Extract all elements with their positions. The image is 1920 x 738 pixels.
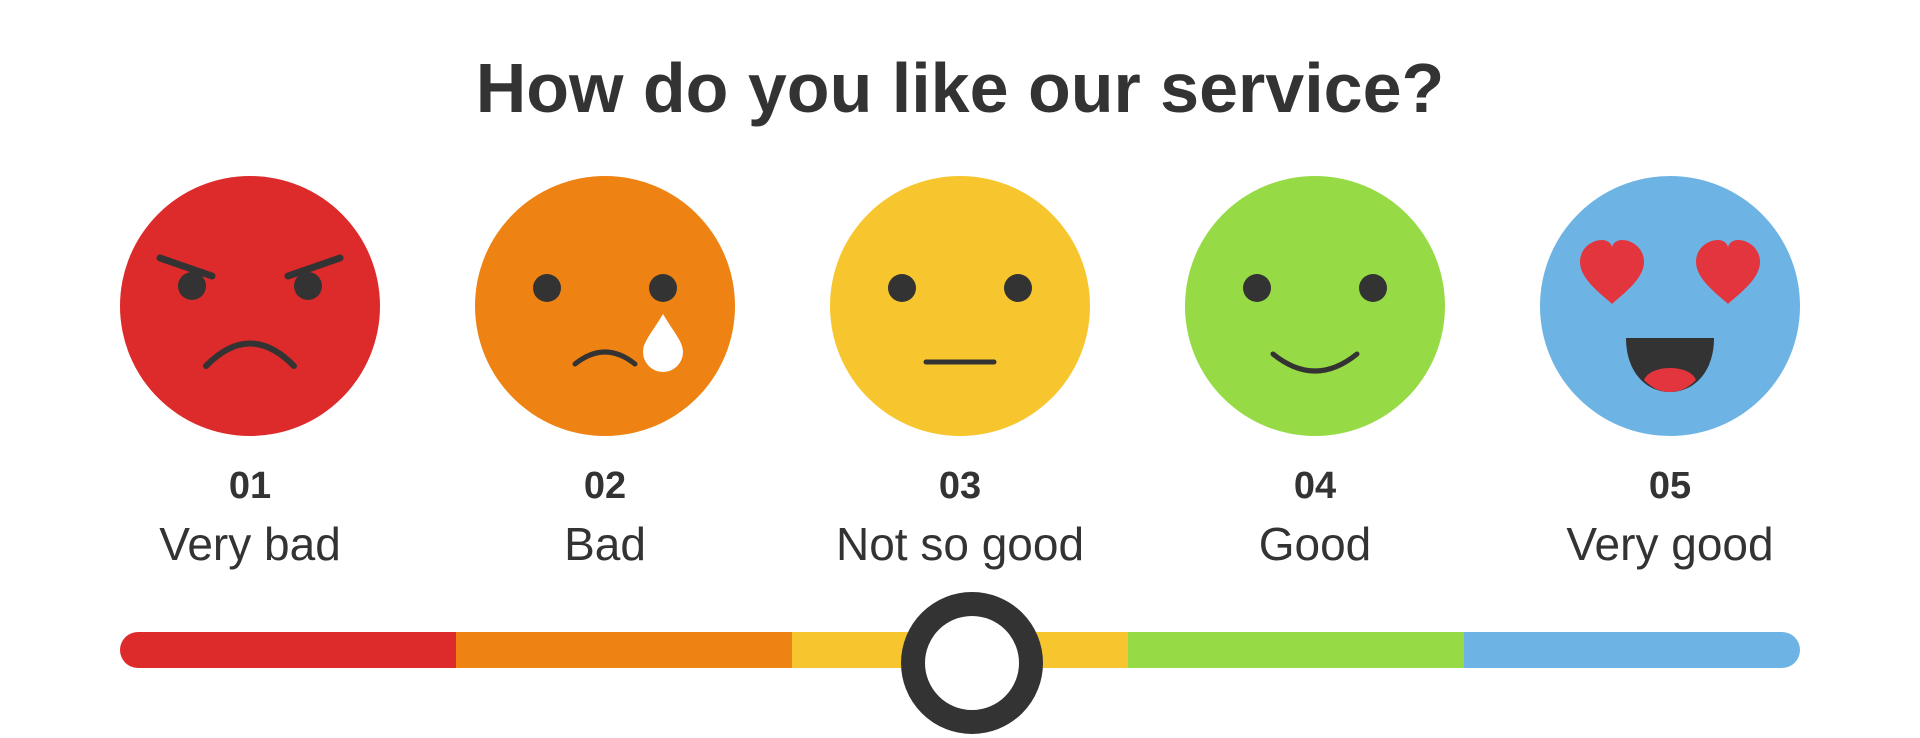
- scale-segment-good[interactable]: [1128, 632, 1464, 668]
- page-title: How do you like our service?: [475, 49, 1445, 127]
- rating-number: 01: [228, 465, 272, 507]
- smiling-face-icon: [1185, 176, 1445, 436]
- rating-label: Bad: [564, 518, 646, 570]
- rating-option-good[interactable]: 04 Good: [1135, 176, 1495, 576]
- crying-face-icon: [475, 176, 735, 436]
- rating-number: 03: [938, 465, 982, 507]
- rating-option-not-so-good[interactable]: 03 Not so good: [780, 176, 1140, 576]
- rating-label: Good: [1258, 518, 1372, 570]
- scale-segment-bad[interactable]: [456, 632, 792, 668]
- heart-eyes-face-icon: [1540, 176, 1800, 436]
- rating-label: Very good: [1566, 518, 1774, 570]
- rating-label: Not so good: [835, 518, 1085, 570]
- rating-option-very-good[interactable]: 05 Very good: [1490, 176, 1850, 576]
- scale-segment-very-bad[interactable]: [120, 632, 456, 668]
- neutral-face-icon: [830, 176, 1090, 436]
- angry-face-icon: [120, 176, 380, 436]
- rating-number: 05: [1648, 465, 1692, 507]
- rating-option-very-bad[interactable]: 01 Very bad: [70, 176, 430, 576]
- rating-option-bad[interactable]: 02 Bad: [425, 176, 785, 576]
- rating-number: 04: [1293, 465, 1337, 507]
- rating-label: Very bad: [159, 518, 341, 570]
- rating-number: 02: [583, 465, 627, 507]
- slider-handle[interactable]: [901, 592, 1043, 734]
- scale-segment-very-good[interactable]: [1464, 632, 1800, 668]
